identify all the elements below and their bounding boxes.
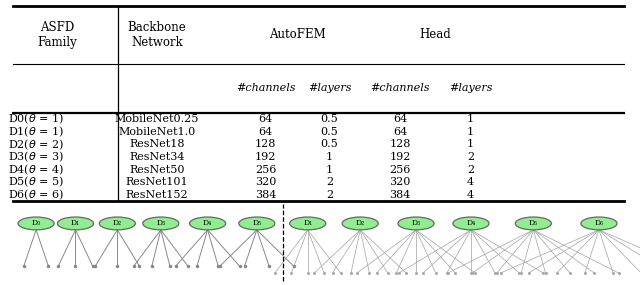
Ellipse shape: [290, 217, 326, 230]
Text: ResNet152: ResNet152: [125, 190, 188, 200]
Text: 1: 1: [467, 139, 474, 149]
Text: 1: 1: [326, 152, 333, 162]
Text: MobileNet1.0: MobileNet1.0: [118, 127, 195, 137]
Text: ResNet18: ResNet18: [129, 139, 184, 149]
Text: #layers: #layers: [308, 83, 351, 93]
Text: 1: 1: [326, 164, 333, 175]
Text: D5($\theta$ = 5): D5($\theta$ = 5): [8, 175, 64, 190]
Text: D4($\theta$ = 4): D4($\theta$ = 4): [8, 162, 64, 177]
Text: ResNet101: ResNet101: [125, 177, 188, 187]
Text: D2($\theta$ = 2): D2($\theta$ = 2): [8, 137, 64, 152]
Ellipse shape: [515, 217, 552, 230]
Text: 64: 64: [259, 127, 273, 137]
Text: 0.5: 0.5: [321, 114, 339, 124]
Text: 0.5: 0.5: [321, 139, 339, 149]
Text: 64: 64: [259, 114, 273, 124]
Text: 128: 128: [389, 139, 411, 149]
Text: D₄: D₄: [203, 219, 212, 227]
Text: AutoFEM: AutoFEM: [269, 28, 326, 41]
Text: D₁: D₁: [303, 219, 312, 227]
Text: 0.5: 0.5: [321, 127, 339, 137]
Text: D₅: D₅: [252, 219, 261, 227]
Text: 2: 2: [326, 177, 333, 187]
Text: D₂: D₂: [356, 219, 365, 227]
Ellipse shape: [99, 217, 136, 230]
Text: ResNet34: ResNet34: [129, 152, 184, 162]
Text: #channels: #channels: [236, 83, 295, 93]
Ellipse shape: [342, 217, 378, 230]
Text: 320: 320: [389, 177, 411, 187]
Text: Backbone
Network: Backbone Network: [127, 21, 186, 49]
Text: 2: 2: [467, 152, 474, 162]
Text: 1: 1: [467, 114, 474, 124]
Ellipse shape: [189, 217, 226, 230]
Text: MobileNet0.25: MobileNet0.25: [115, 114, 199, 124]
Text: 128: 128: [255, 139, 276, 149]
Text: ResNet50: ResNet50: [129, 164, 184, 175]
Text: D3($\theta$ = 3): D3($\theta$ = 3): [8, 150, 64, 164]
Ellipse shape: [58, 217, 93, 230]
Text: 384: 384: [389, 190, 411, 200]
Text: 320: 320: [255, 177, 276, 187]
Text: 2: 2: [467, 164, 474, 175]
Text: D₂: D₂: [113, 219, 122, 227]
Text: 4: 4: [467, 190, 474, 200]
Text: D0($\theta$ = 1): D0($\theta$ = 1): [8, 112, 64, 127]
Text: #layers: #layers: [449, 83, 492, 93]
Text: D₄: D₄: [467, 219, 476, 227]
Text: D1($\theta$ = 1): D1($\theta$ = 1): [8, 125, 64, 139]
Ellipse shape: [581, 217, 617, 230]
Ellipse shape: [239, 217, 275, 230]
Text: 256: 256: [389, 164, 411, 175]
Text: D₃: D₃: [156, 219, 165, 227]
Text: 192: 192: [389, 152, 411, 162]
Ellipse shape: [143, 217, 179, 230]
Text: #channels: #channels: [371, 83, 429, 93]
Text: 1: 1: [467, 127, 474, 137]
Text: Head: Head: [419, 28, 451, 41]
Text: 64: 64: [393, 114, 407, 124]
Text: 2: 2: [326, 190, 333, 200]
Text: D₆: D₆: [595, 219, 604, 227]
Text: D₀: D₀: [31, 219, 41, 227]
Text: D₅: D₅: [529, 219, 538, 227]
Text: 192: 192: [255, 152, 276, 162]
Text: D₁: D₁: [71, 219, 80, 227]
Ellipse shape: [18, 217, 54, 230]
Ellipse shape: [453, 217, 489, 230]
Text: D6($\theta$ = 6): D6($\theta$ = 6): [8, 188, 64, 202]
Text: ASFD
Family: ASFD Family: [38, 21, 77, 49]
Text: 256: 256: [255, 164, 276, 175]
Text: D₃: D₃: [412, 219, 420, 227]
Text: 4: 4: [467, 177, 474, 187]
Text: 64: 64: [393, 127, 407, 137]
Text: 384: 384: [255, 190, 276, 200]
Ellipse shape: [398, 217, 434, 230]
